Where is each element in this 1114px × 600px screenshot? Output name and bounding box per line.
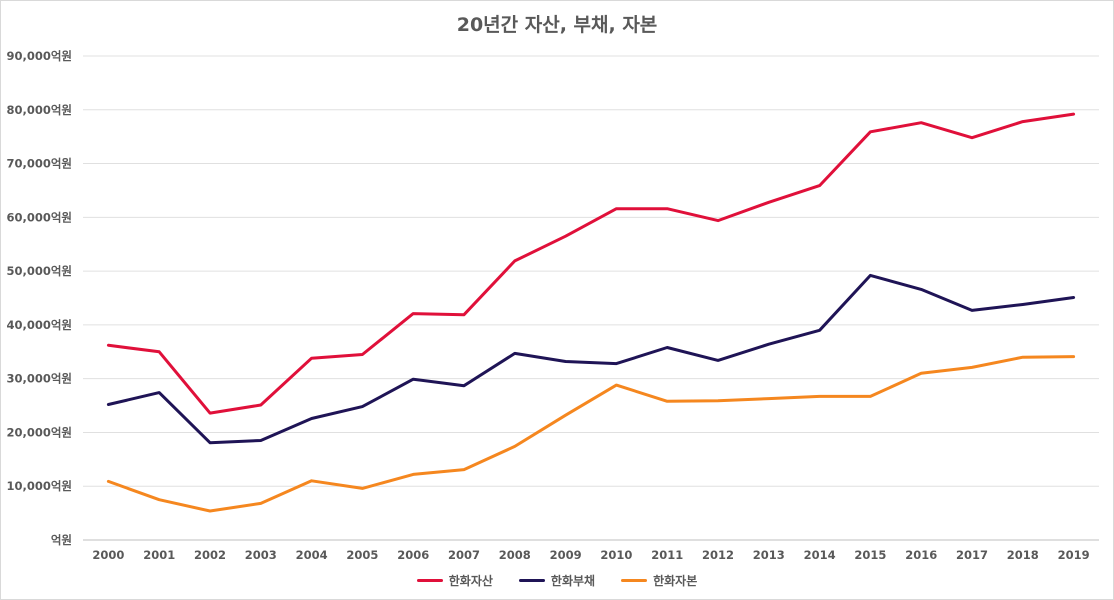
y-tick-label: 30,000억원 [6,372,72,386]
series-line-1 [106,273,1076,445]
x-axis-ticks: 2000 2001 2002 2003 2004 2005 2006 2007 2008 2009… [92,548,1089,562]
series-line-2 [106,355,1076,513]
x-tick-label: 2008 [499,548,531,562]
legend-label-liabilities: 한화부채 [550,574,596,588]
legend-item-assets: 한화자산 [416,572,493,589]
legend: 한화자산 한화부채 한화자본 [0,572,1114,589]
x-tick-label: 2002 [194,548,226,562]
x-tick-label: 2010 [600,548,632,562]
legend-label-assets: 한화자산 [448,574,493,588]
series-lines [106,112,1076,513]
legend-label-equity: 한화자본 [653,574,698,588]
legend-swatch-liabilities [518,579,545,582]
y-tick-label: 20,000억원 [6,425,72,439]
x-tick-label: 2018 [1007,548,1039,562]
y-tick-label: 50,000억원 [6,264,72,278]
y-tick-label: 40,000억원 [6,318,72,332]
x-tick-label: 2016 [905,548,937,562]
legend-swatch-assets [416,579,443,582]
y-tick-label: 70,000억원 [6,157,72,171]
y-axis-ticks: 억원 10,000억원 20,000억원 30,000억원 40,000억원 50,000… [6,49,72,547]
x-tick-label: 2019 [1058,548,1090,562]
x-tick-label: 2005 [346,548,378,562]
x-tick-label: 2015 [854,548,886,562]
x-tick-label: 2001 [143,548,175,562]
x-tick-label: 2013 [753,548,785,562]
x-tick-label: 2014 [804,548,836,562]
x-tick-label: 2007 [448,548,480,562]
legend-swatch-equity [621,579,648,582]
x-tick-label: 2003 [245,548,277,562]
y-tick-label: 60,000억원 [6,210,72,224]
y-tick-label: 억원 [51,533,72,547]
legend-item-equity: 한화자본 [621,572,697,589]
series-line-0 [106,112,1076,415]
gridlines [83,55,1099,541]
x-tick-label: 2006 [397,548,429,562]
x-tick-label: 2011 [651,548,683,562]
chart-title: 20년간 자산, 부채, 자본 [456,14,658,36]
y-tick-label: 80,000억원 [6,103,72,117]
y-tick-label: 10,000억원 [6,479,72,493]
x-tick-label: 2012 [702,548,734,562]
x-tick-label: 2017 [956,548,988,562]
x-tick-label: 2004 [296,548,328,562]
x-tick-label: 2000 [92,548,124,562]
legend-item-liabilities: 한화부채 [518,572,596,589]
x-tick-label: 2009 [550,548,582,562]
y-tick-label: 90,000억원 [6,49,72,63]
